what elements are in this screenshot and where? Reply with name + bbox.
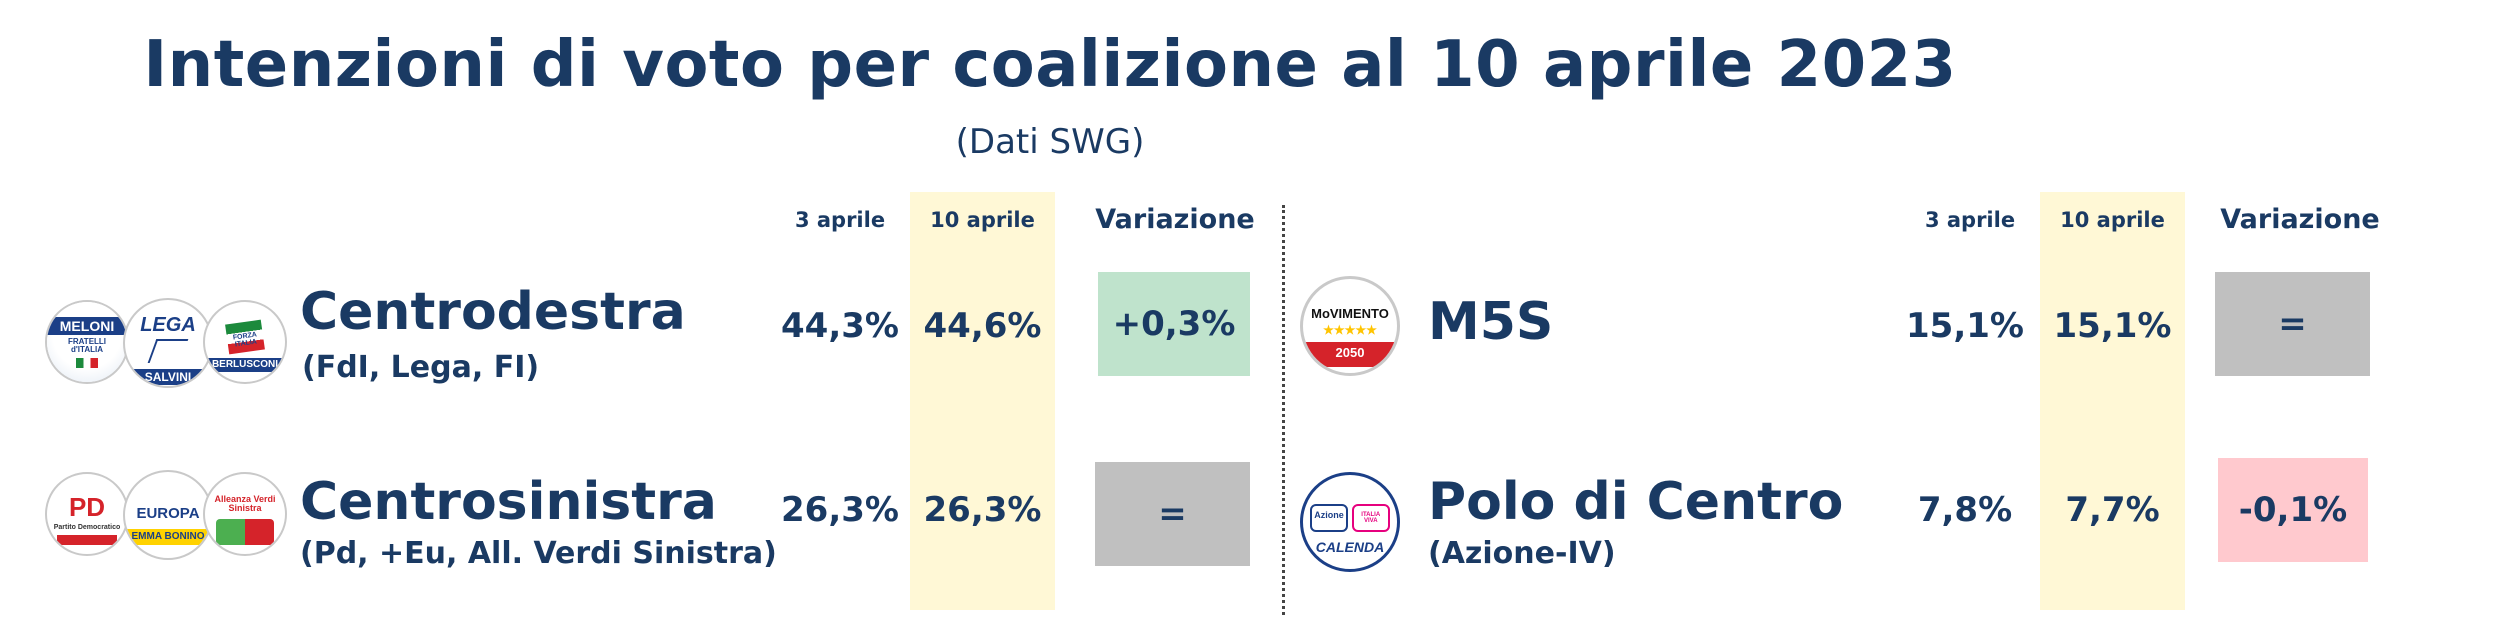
fdi-logo-name: MELONI — [47, 316, 127, 335]
eu-logo-text: EUROPA — [136, 504, 200, 522]
value-10-aprile-centrodestra: 44,6% — [923, 306, 1042, 346]
fi-logo-icon: FORZA ITALIA BERLUSCONI — [203, 300, 287, 384]
calenda-logo-text: CALENDA — [1315, 539, 1385, 555]
change-polo-di-centro: -0,1% — [2218, 458, 2368, 562]
header-10-aprile-right: 10 aprile — [2060, 208, 2165, 232]
m5s-logo-text: MoVIMENTO — [1311, 306, 1389, 321]
value-10-aprile-m5s: 15,1% — [2053, 306, 2172, 346]
value-3-aprile-polo-di-centro: 7,8% — [1917, 490, 2013, 530]
change-m5s: = — [2215, 272, 2370, 376]
change-centrosinistra: = — [1095, 462, 1250, 566]
m5s-logo-icon: MoVIMENTO ★★★★★ 2050 — [1300, 276, 1400, 376]
header-variazione-right: Variazione — [2220, 204, 2380, 235]
avs-logo-icon: Alleanza Verdi Sinistra — [203, 472, 287, 556]
row-name-centrodestra: Centrodestra — [300, 282, 686, 342]
row-name-centrosinistra: Centrosinistra — [300, 472, 717, 532]
chart-subtitle: (Dati SWG) — [955, 122, 1145, 162]
change-centrodestra: +0,3% — [1098, 272, 1250, 376]
chart-title: Intenzioni di voto per coalizione al 10 … — [143, 28, 1957, 102]
value-10-aprile-polo-di-centro: 7,7% — [2065, 490, 2160, 530]
highlight-column-right — [2040, 192, 2185, 610]
avs-logo-text: Alleanza Verdi Sinistra — [214, 494, 276, 513]
highlight-column-left — [910, 192, 1055, 610]
row-parties-polo-di-centro: (Azione-IV) — [1428, 536, 1616, 571]
value-3-aprile-m5s: 15,1% — [1906, 306, 2024, 346]
iv-logo-text: ITALIA VIVA — [1351, 504, 1390, 532]
pd-logo-text: PD — [68, 491, 106, 522]
azione-logo-text: Azione — [1310, 504, 1348, 532]
eu-logo-name: EMMA BONINO — [125, 528, 211, 545]
fi-logo-name: BERLUSCONI — [205, 358, 285, 372]
azione-iv-logo-icon: Azione ITALIA VIVA CALENDA — [1300, 472, 1400, 572]
fi-logo-text: FORZA ITALIA — [232, 331, 258, 349]
row-parties-centrodestra: (FdI, Lega, FI) — [302, 350, 540, 385]
m5s-logo-year: 2050 — [1303, 342, 1397, 367]
lega-logo-text: LEGA — [140, 314, 196, 336]
logos-centrosinistra: PD Partito Democratico EUROPA EMMA BONIN… — [45, 470, 287, 560]
fdi-logo-text: FRATELLI d'ITALIA — [67, 336, 107, 354]
value-3-aprile-centrodestra: 44,3% — [781, 306, 899, 346]
header-3-aprile-left: 3 aprile — [794, 208, 886, 232]
header-variazione-left: Variazione — [1095, 204, 1255, 235]
row-parties-centrosinistra: (Pd, +Eu, All. Verdi Sinistra) — [300, 536, 777, 571]
lega-logo-icon: LEGA SALVINI — [123, 298, 213, 388]
logos-centrodestra: MELONI FRATELLI d'ITALIA LEGA SALVINI FO… — [45, 298, 287, 388]
column-divider — [1282, 205, 1285, 615]
pd-logo-icon: PD Partito Democratico — [45, 472, 129, 556]
row-name-m5s: M5S — [1428, 292, 1554, 352]
fdi-logo-icon: MELONI FRATELLI d'ITALIA — [45, 300, 129, 384]
m5s-stars-icon: ★★★★★ — [1323, 323, 1377, 337]
value-10-aprile-centrosinistra: 26,3% — [923, 490, 1042, 530]
row-name-polo-di-centro: Polo di Centro — [1428, 472, 1844, 532]
value-3-aprile-centrosinistra: 26,3% — [781, 490, 899, 530]
lega-logo-name: SALVINI — [125, 369, 211, 385]
header-10-aprile-left: 10 aprile — [930, 208, 1035, 232]
header-3-aprile-right: 3 aprile — [1924, 208, 2016, 232]
pd-logo-subtext: Partito Democratico — [53, 523, 121, 531]
piu-europa-logo-icon: EUROPA EMMA BONINO — [123, 470, 213, 560]
